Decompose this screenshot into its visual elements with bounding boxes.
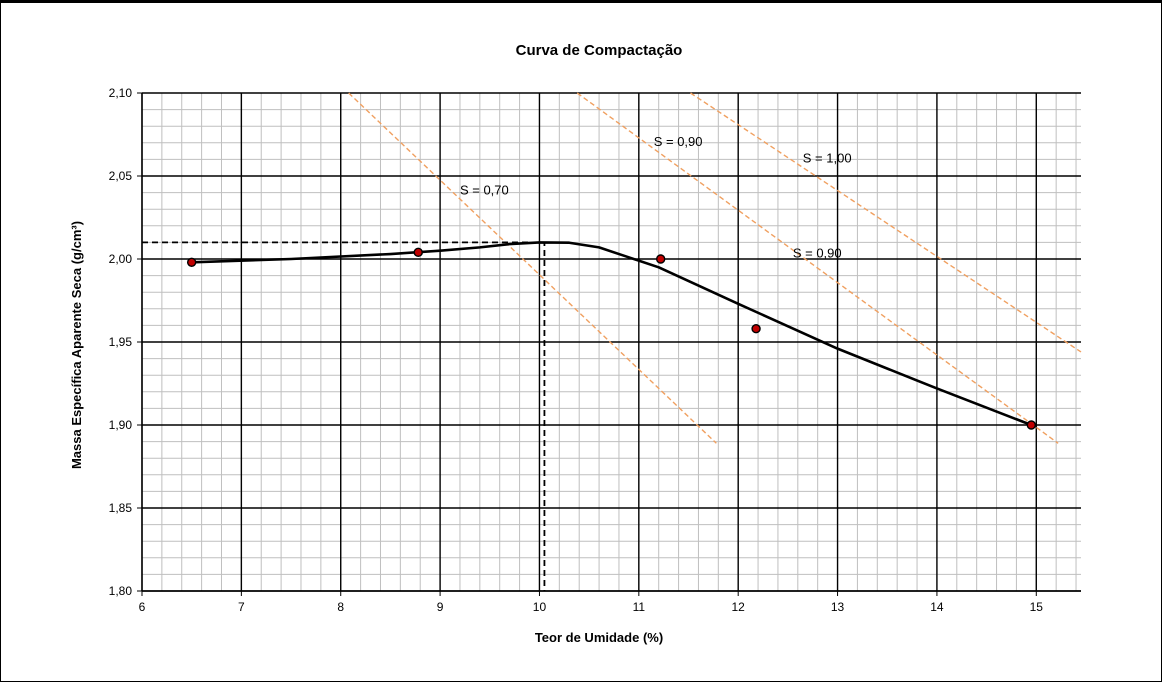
saturation-label: S = 1,00 [803, 151, 852, 166]
saturation-label: S = 0,90 [793, 245, 842, 260]
compaction-curve [191, 241, 1032, 427]
x-tick-label: 15 [1030, 600, 1044, 614]
compaction-curve-line [191, 241, 1032, 427]
major-grid [137, 92, 1081, 596]
data-point [1026, 420, 1037, 430]
saturation-label: S = 0,70 [460, 182, 509, 197]
x-axis-label: Teor de Umidade (%) [535, 630, 663, 645]
data-point [413, 247, 423, 258]
x-tick-label: 13 [831, 600, 845, 614]
data-points [186, 247, 1037, 430]
x-tick-label: 8 [337, 600, 344, 614]
saturation-line [576, 92, 1059, 444]
x-tick-label: 6 [139, 600, 146, 614]
y-tick-label: 2,05 [109, 169, 133, 183]
saturation-label: S = 0,90 [654, 134, 703, 149]
x-tick-label: 11 [633, 600, 646, 614]
saturation-lines [348, 92, 1082, 444]
x-tick-label: 12 [732, 600, 746, 614]
y-tick-label: 1,80 [109, 584, 133, 598]
y-tick-label: 1,90 [109, 418, 133, 432]
saturation-line [690, 92, 1082, 353]
tick-labels: 6 7 8 9 10 11 12 13 14 15 1,80 1,85 1,90 1,95 2,00 2,05… [109, 86, 1044, 614]
y-axis-label: Massa Específica Aparente Seca (g/cm³) [69, 221, 84, 469]
x-tick-label: 7 [238, 600, 245, 614]
frame-top-border [0, 0, 1162, 3]
x-tick-label: 14 [930, 600, 944, 614]
saturation-line [348, 92, 717, 444]
saturation-labels: S = 0,70 S = 0,90 S = 0,90 S = 1,00 [460, 134, 852, 260]
x-tick-label: 9 [437, 600, 444, 614]
data-point [655, 254, 666, 264]
y-tick-label: 1,95 [109, 335, 133, 349]
data-point [186, 257, 197, 268]
x-tick-label: 10 [533, 600, 547, 614]
y-tick-label: 1,85 [109, 501, 133, 515]
chart-title: Curva de Compactação [516, 42, 683, 59]
y-tick-label: 2,00 [109, 252, 133, 266]
data-point [751, 324, 761, 334]
y-tick-label: 2,10 [109, 86, 133, 100]
